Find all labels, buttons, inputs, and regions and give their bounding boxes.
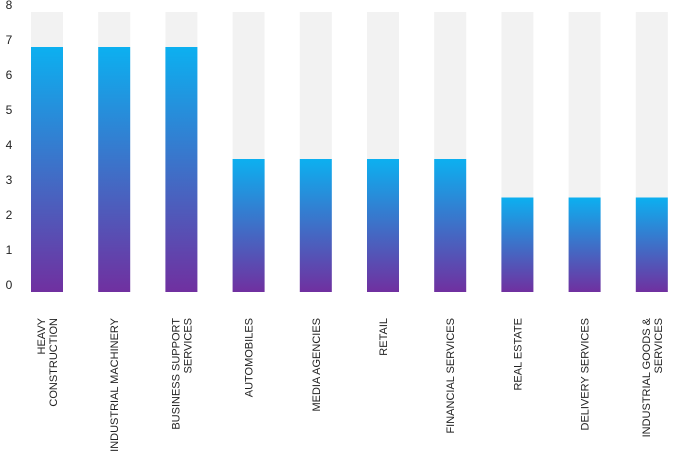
x-tick-label: FINANCIAL SERVICES [445,318,457,434]
x-tick-label: DELIVERY SERVICES [580,318,592,431]
x-tick-label: INDUSTRIAL MACHINERY [109,317,121,452]
bar [434,159,467,292]
y-tick-label: 8 [6,0,13,12]
y-tick-label: 0 [6,278,13,292]
x-tick-label: REAL ESTATE [512,318,524,391]
y-tick-label: 3 [6,173,13,187]
x-axis: HEAVYCONSTRUCTION INDUSTRIAL MACHINERY BUS… [36,317,665,452]
bar [367,159,399,292]
x-tick-label: MEDIA AGENCIES [311,318,323,412]
y-tick-label: 4 [6,138,13,152]
bar [165,47,198,292]
x-tick-label: BUSINESS SUPPORTSERVICES [170,318,194,430]
bar [232,159,265,292]
y-tick-label: 6 [6,68,13,82]
x-tick-label: INDUSTRIAL GOODS &SERVICES [641,317,665,437]
bar [31,47,63,292]
y-tick-label: 2 [6,208,13,222]
y-tick-label: 5 [6,103,13,117]
x-tick-label: RETAIL [378,318,390,356]
bar [299,159,332,292]
bar [635,197,668,292]
x-tick-label: HEAVYCONSTRUCTION [36,317,60,406]
bar [568,197,601,292]
x-tick-label: AUTOMOBILES [244,318,256,397]
y-tick-label: 1 [6,243,13,257]
bars [31,12,668,292]
bar [98,47,131,292]
bar [501,197,534,292]
y-tick-label: 7 [6,33,13,47]
y-axis: 0 1 2 3 4 5 6 7 8 [6,0,13,292]
